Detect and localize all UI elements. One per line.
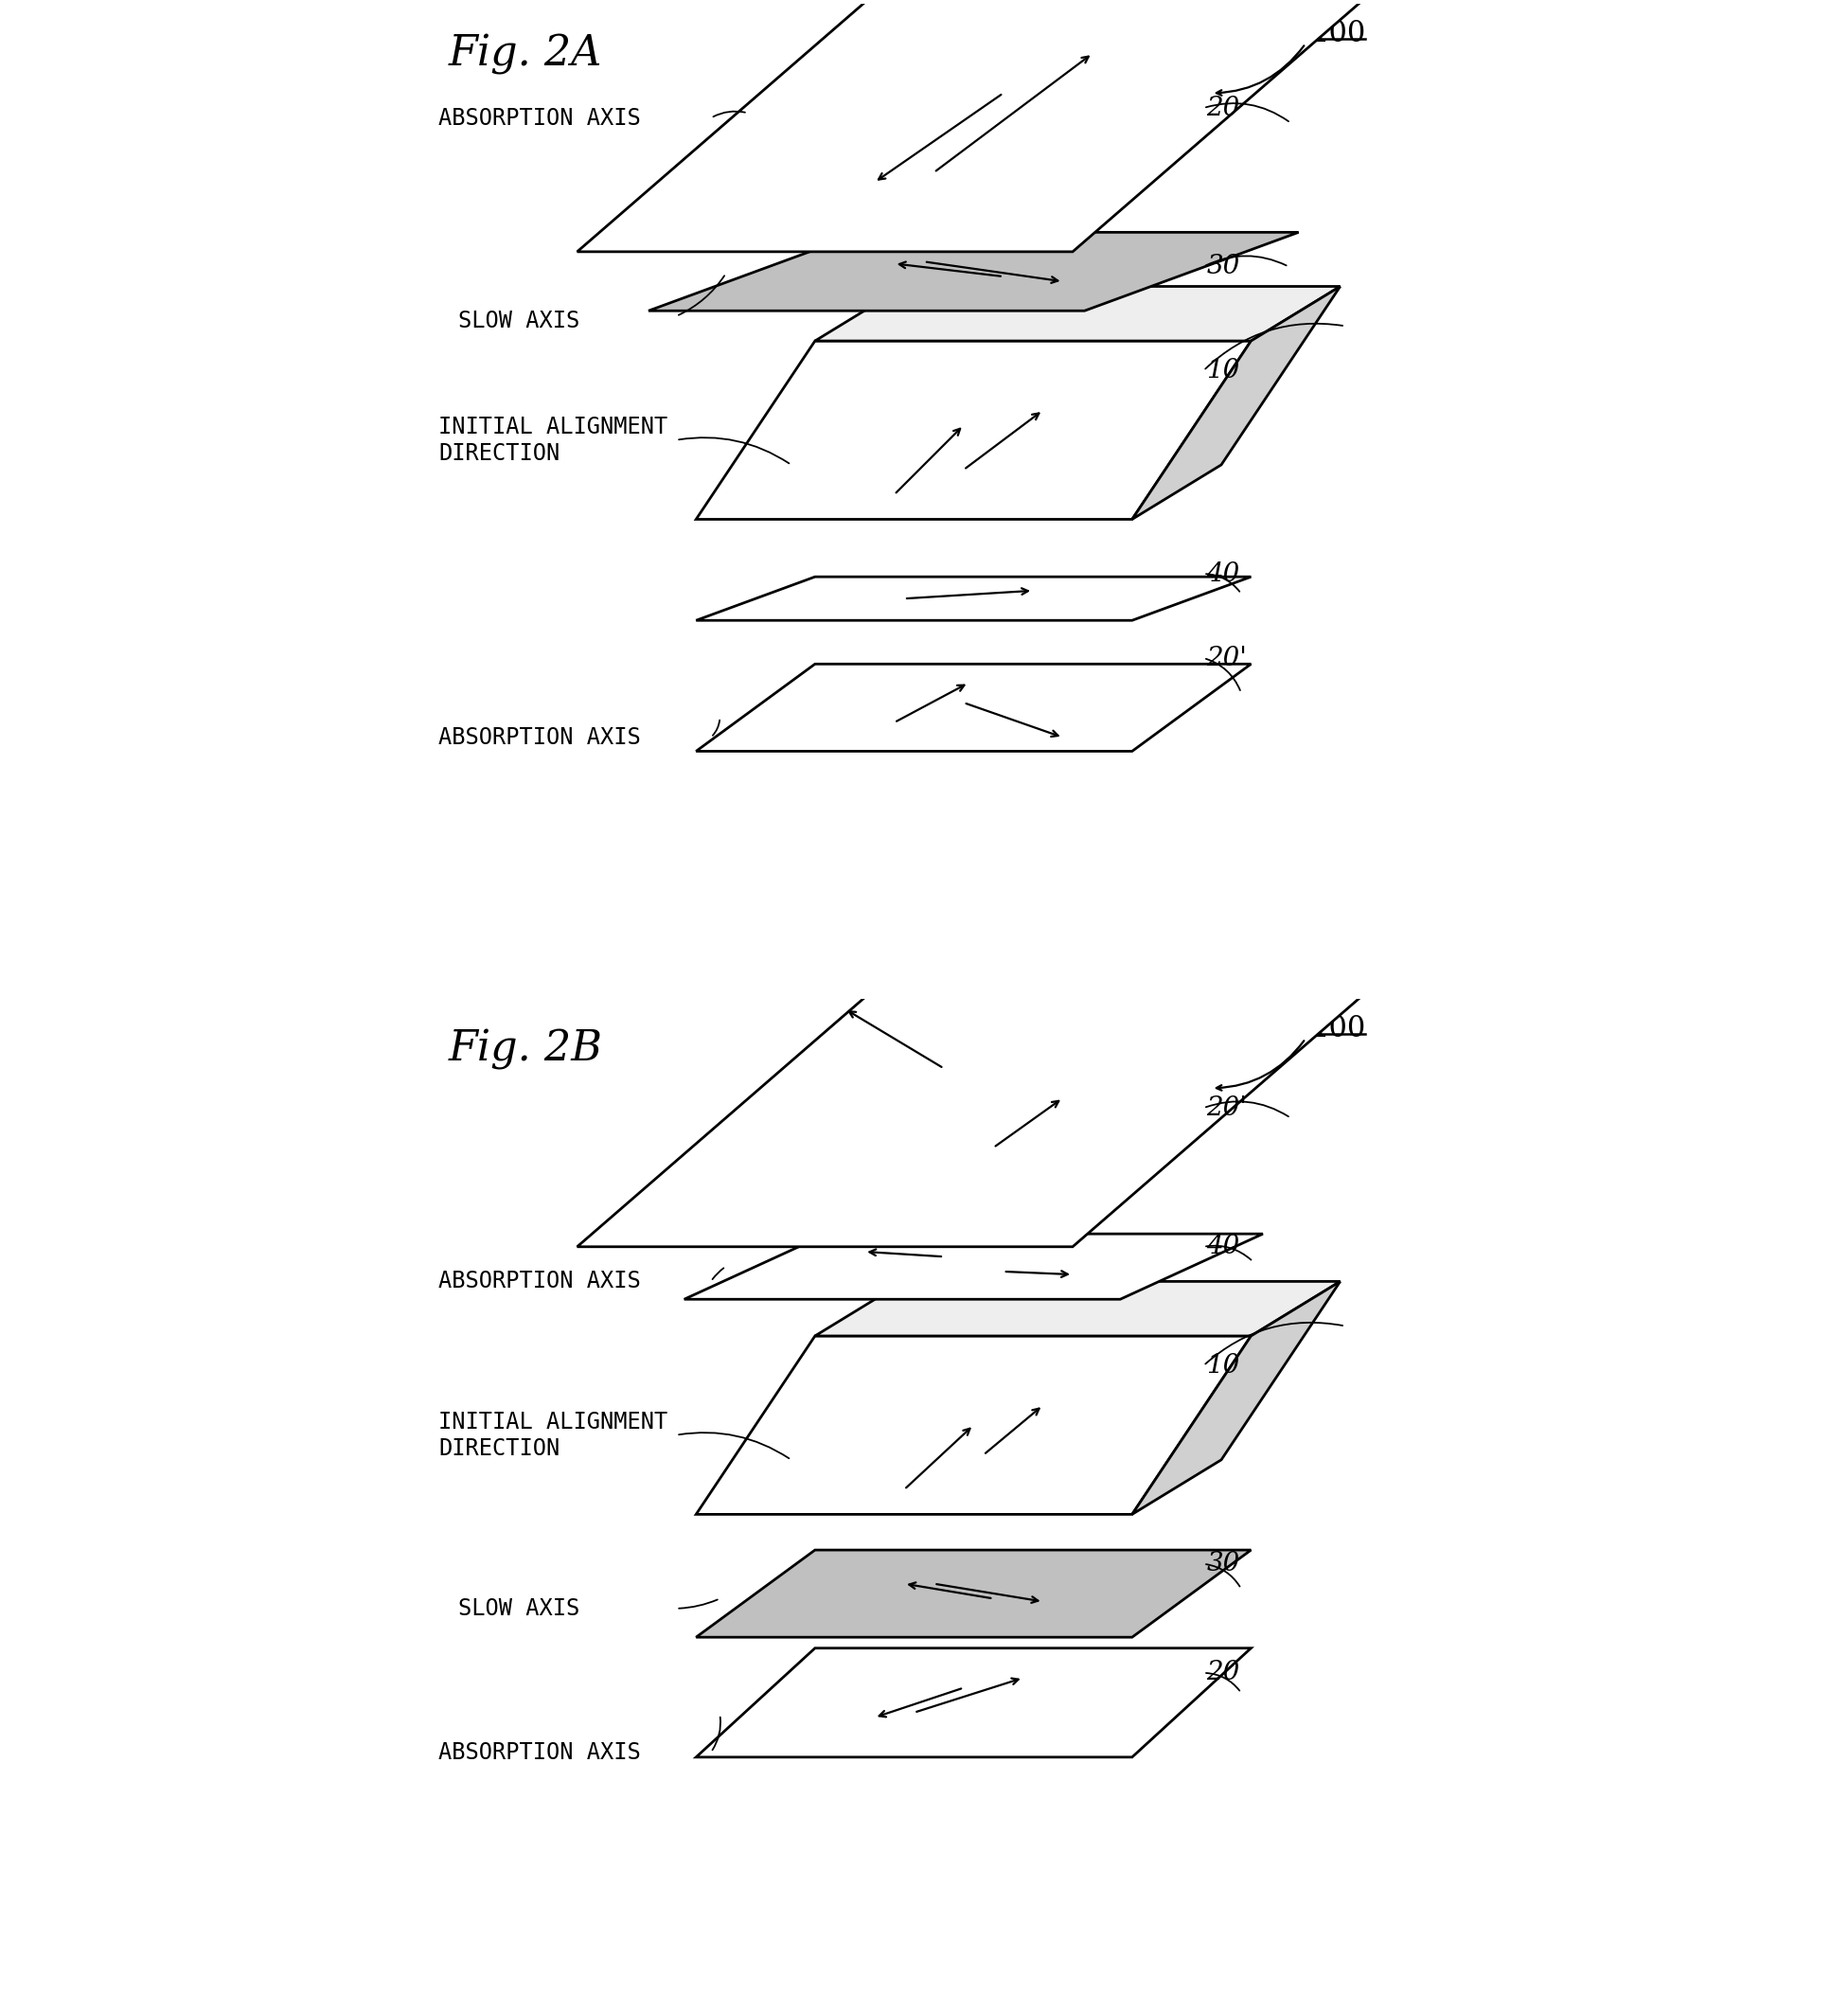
Text: 10: 10 xyxy=(1207,357,1240,383)
Text: Fig. 2A: Fig. 2A xyxy=(449,34,602,74)
Text: INITIAL ALIGNMENT
DIRECTION: INITIAL ALIGNMENT DIRECTION xyxy=(438,415,667,465)
Polygon shape xyxy=(1133,1282,1340,1513)
Polygon shape xyxy=(684,1234,1262,1300)
Text: INITIAL ALIGNMENT
DIRECTION: INITIAL ALIGNMENT DIRECTION xyxy=(438,1410,667,1460)
Text: 30: 30 xyxy=(1207,253,1240,279)
Text: 40: 40 xyxy=(1207,1234,1240,1260)
Text: ABSORPTION AXIS: ABSORPTION AXIS xyxy=(438,1270,641,1292)
Polygon shape xyxy=(697,1336,1251,1513)
Text: ABSORPTION AXIS: ABSORPTION AXIS xyxy=(438,726,641,748)
Text: 100: 100 xyxy=(1310,1013,1366,1043)
Polygon shape xyxy=(815,287,1340,341)
Polygon shape xyxy=(697,576,1251,620)
Polygon shape xyxy=(697,664,1251,752)
Polygon shape xyxy=(1133,287,1340,518)
Text: 10: 10 xyxy=(1207,1352,1240,1378)
Text: Fig. 2B: Fig. 2B xyxy=(449,1029,602,1069)
Polygon shape xyxy=(697,1549,1251,1637)
Polygon shape xyxy=(649,231,1299,311)
Text: 40: 40 xyxy=(1207,560,1240,586)
Text: ABSORPTION AXIS: ABSORPTION AXIS xyxy=(438,106,641,130)
Text: SLOW AXIS: SLOW AXIS xyxy=(458,309,580,333)
Polygon shape xyxy=(815,1282,1340,1336)
Text: 30: 30 xyxy=(1207,1551,1240,1577)
Text: ABSORPTION AXIS: ABSORPTION AXIS xyxy=(438,1741,641,1763)
Polygon shape xyxy=(577,0,1369,251)
Polygon shape xyxy=(577,989,1369,1246)
Text: 100: 100 xyxy=(1310,18,1366,48)
Text: 20': 20' xyxy=(1207,1095,1247,1121)
Text: 20: 20 xyxy=(1207,1661,1240,1685)
Polygon shape xyxy=(697,341,1251,518)
Text: 20: 20 xyxy=(1207,96,1240,122)
Text: SLOW AXIS: SLOW AXIS xyxy=(458,1597,580,1619)
Polygon shape xyxy=(697,1649,1251,1757)
Text: 20': 20' xyxy=(1207,646,1247,670)
